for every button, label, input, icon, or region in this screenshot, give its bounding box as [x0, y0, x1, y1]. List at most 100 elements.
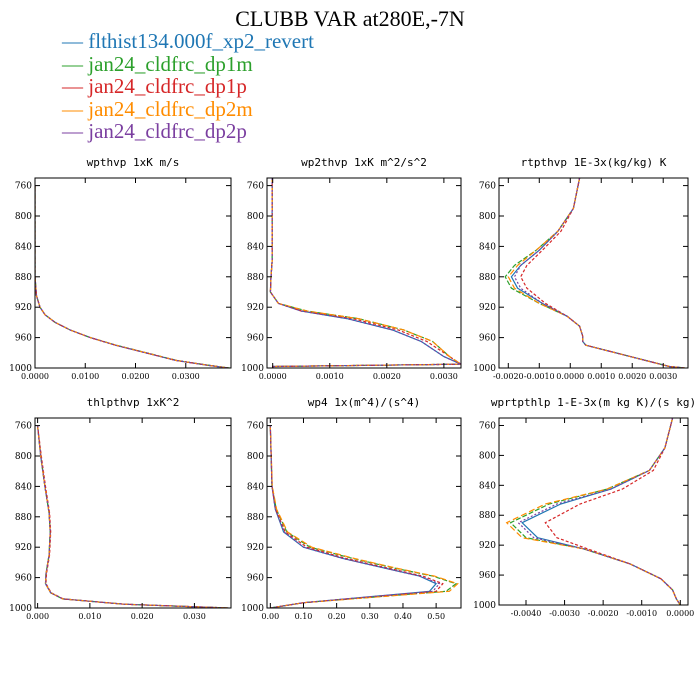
series-line	[509, 418, 681, 605]
series-line	[510, 178, 685, 368]
y-tick-label: 840	[479, 481, 496, 491]
chart-panel: rtpthvp 1E-3x(kg/kg) K 760 800 840 880 920 960…	[473, 156, 689, 381]
series-line	[269, 425, 459, 608]
series-line	[517, 418, 681, 605]
y-tick-label: 960	[247, 574, 264, 584]
y-tick-label: 960	[247, 334, 264, 344]
series-line	[269, 425, 438, 608]
y-tick-label: 920	[479, 541, 496, 551]
y-tick-label: 1000	[473, 601, 496, 611]
y-tick-label: 880	[479, 511, 496, 521]
legend-label: jan24_cldfrc_dp2p	[88, 119, 247, 143]
y-tick-label: 760	[247, 422, 264, 432]
panel-title: rtpthvp 1E-3x(kg/kg) K	[521, 156, 667, 169]
series-line	[505, 418, 681, 605]
x-tick-label: -0.0030	[549, 609, 580, 618]
y-tick-label: 880	[15, 513, 32, 523]
series-line	[513, 178, 685, 368]
x-tick-label: 0.030	[183, 612, 206, 621]
legend-label: jan24_cldfrc_dp2m	[88, 96, 253, 121]
y-tick-label: 960	[15, 574, 32, 584]
y-tick-label: 1000	[473, 364, 496, 374]
y-tick-label: 960	[479, 334, 496, 344]
series-line	[504, 178, 685, 368]
y-tick-label: 960	[479, 571, 496, 581]
y-tick-label: 920	[247, 543, 264, 553]
panel-title: wp2thvp 1xK m^2/s^2	[301, 156, 427, 169]
x-tick-label: 0.0000	[666, 609, 694, 618]
figure-title: CLUBB VAR at280E,-7N	[235, 6, 465, 31]
x-tick-label: -0.0040	[511, 609, 542, 618]
legend-item: — flthist134.000f_xp2_revert	[62, 30, 314, 53]
y-tick-label: 880	[479, 273, 496, 283]
x-tick-label: 0.0300	[172, 372, 200, 381]
x-tick-label: 0.0010	[587, 372, 615, 381]
series-line	[520, 178, 685, 368]
plot-frame	[498, 177, 689, 369]
x-tick-label: 0.00	[261, 612, 279, 621]
series-line	[269, 178, 461, 368]
y-tick-label: 840	[247, 482, 264, 492]
legend-swatch: —	[62, 96, 89, 121]
series-line	[269, 178, 461, 368]
x-tick-label: 0.020	[131, 612, 154, 621]
x-tick-label: 0.30	[361, 612, 379, 621]
y-tick-label: 880	[247, 513, 264, 523]
series-line	[35, 185, 230, 368]
x-tick-label: 0.0020	[373, 372, 401, 381]
x-tick-label: 0.0000	[259, 372, 287, 381]
chart-panel: wpthvp 1xK m/s 760 800 840 880 920 960 10000.00…	[9, 156, 232, 381]
plot-frame	[498, 417, 689, 606]
y-tick-label: 920	[15, 543, 32, 553]
x-tick-label: 0.10	[295, 612, 313, 621]
y-tick-label: 760	[247, 182, 264, 192]
series-line	[37, 425, 229, 608]
legend-swatch: —	[62, 51, 89, 76]
chart-panel: wp2thvp 1xK m^2/s^2 760 800 840 880 920 960 100…	[241, 156, 462, 381]
chart-panel: thlpthvp 1xK^2 760 800 840 880 920 960 10000.00…	[9, 396, 232, 621]
legend-item: — jan24_cldfrc_dp2p	[62, 120, 314, 143]
x-tick-label: 0.50	[427, 612, 445, 621]
y-tick-label: 800	[479, 212, 496, 222]
y-tick-label: 920	[247, 303, 264, 313]
panel-title: wp4 1x(m^4)/(s^4)	[308, 396, 421, 409]
legend-swatch: —	[62, 119, 89, 143]
y-tick-label: 840	[15, 242, 32, 252]
series-line	[544, 418, 681, 605]
x-tick-label: 0.0020	[618, 372, 646, 381]
y-tick-label: 840	[479, 242, 496, 252]
legend-label: jan24_cldfrc_dp1m	[88, 51, 253, 76]
x-tick-label: 0.40	[394, 612, 412, 621]
legend-item: — jan24_cldfrc_dp1m	[62, 51, 314, 76]
y-tick-label: 760	[15, 422, 32, 432]
y-tick-label: 760	[479, 421, 496, 431]
series-line	[37, 425, 229, 608]
legend-item: — jan24_cldfrc_dp2m	[62, 96, 314, 121]
series-line	[35, 185, 229, 368]
x-tick-label: 0.0010	[316, 372, 344, 381]
plot-frame	[266, 417, 462, 609]
x-tick-label: 0.0000	[21, 372, 49, 381]
y-tick-label: 1000	[9, 604, 32, 614]
y-tick-label: 1000	[241, 604, 264, 614]
y-tick-label: 920	[15, 303, 32, 313]
series-line	[269, 178, 461, 368]
panel-title: thlpthvp 1xK^2	[87, 396, 180, 409]
y-tick-label: 880	[247, 273, 264, 283]
plot-frame	[266, 177, 462, 369]
y-tick-label: 760	[479, 182, 496, 192]
x-tick-label: 0.0100	[71, 372, 99, 381]
series-line	[269, 425, 441, 608]
legend-label: flthist134.000f_xp2_revert	[88, 29, 314, 53]
chart-panel: wprtpthlp 1-E-3x(m kg K)/(s kg) 760 800 840…	[473, 396, 696, 618]
series-line	[37, 425, 229, 608]
series-line	[269, 178, 461, 368]
series-line	[35, 185, 230, 368]
legend-swatch: —	[62, 29, 89, 53]
x-tick-label: 0.0200	[122, 372, 150, 381]
y-tick-label: 920	[479, 303, 496, 313]
y-tick-label: 840	[15, 482, 32, 492]
series-line	[507, 178, 685, 368]
panel-title: wpthvp 1xK m/s	[87, 156, 180, 169]
